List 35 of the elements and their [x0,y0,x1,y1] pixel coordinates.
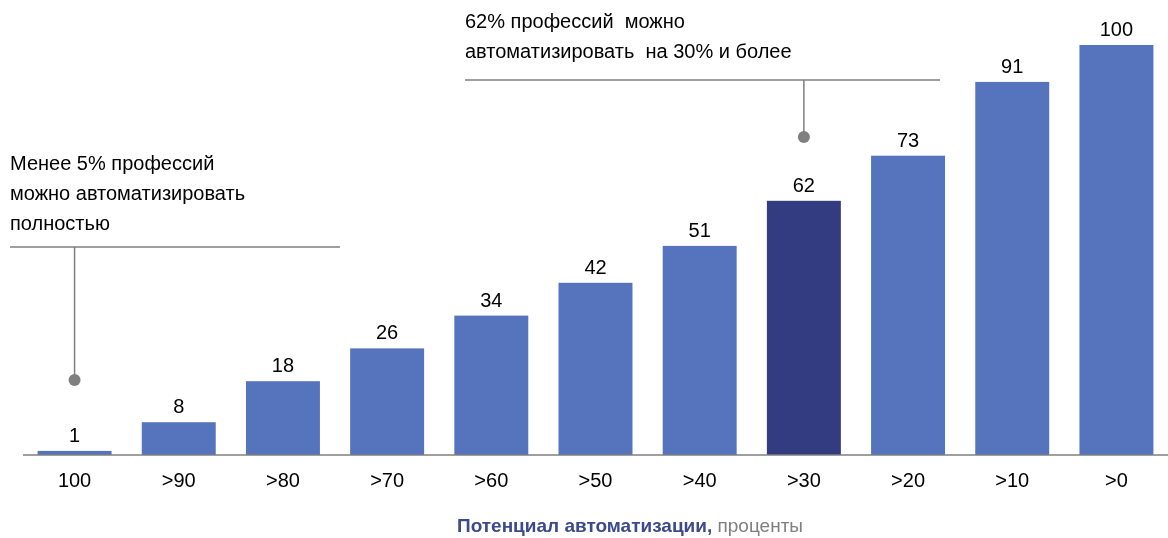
data-label: 1 [69,423,81,446]
data-label: 62 [792,173,815,196]
x-tick-label: >0 [1105,469,1128,491]
x-tick-label: >80 [265,469,300,491]
data-label: 26 [376,321,399,344]
bar [975,81,1050,455]
x-tick-label: >10 [995,469,1030,491]
x-tick-label: 100 [57,469,92,491]
data-label: 100 [1099,18,1134,40]
x-tick-label: >60 [474,469,509,491]
x-tick-label: >70 [370,469,405,491]
bar [141,422,216,455]
bar [245,381,320,455]
annotation: Менее 5% профессий можно автоматизировать полностью [10,152,246,234]
data-label: 42 [584,255,607,278]
bar [871,155,946,455]
annotation: 62% профессий можно автоматизировать на 30% и более [465,10,792,62]
bar [454,315,529,455]
x-axis-title: Потенциал автоматизации, проценты [456,515,804,536]
data-label: 73 [896,128,920,151]
bar [350,348,425,455]
x-tick-label: >90 [161,469,196,491]
bar [766,200,841,455]
bar [558,282,633,455]
data-label: 8 [173,395,185,418]
x-tick-label: >40 [682,469,717,491]
x-tick-label: >20 [891,469,926,491]
data-label: 91 [1001,54,1024,77]
data-label: 18 [271,354,295,377]
data-label: 34 [480,288,503,311]
x-tick-label: >50 [578,469,613,491]
data-label: 51 [688,218,711,241]
x-tick-label: >30 [786,469,821,491]
bar [662,245,737,455]
bar [1079,45,1154,455]
